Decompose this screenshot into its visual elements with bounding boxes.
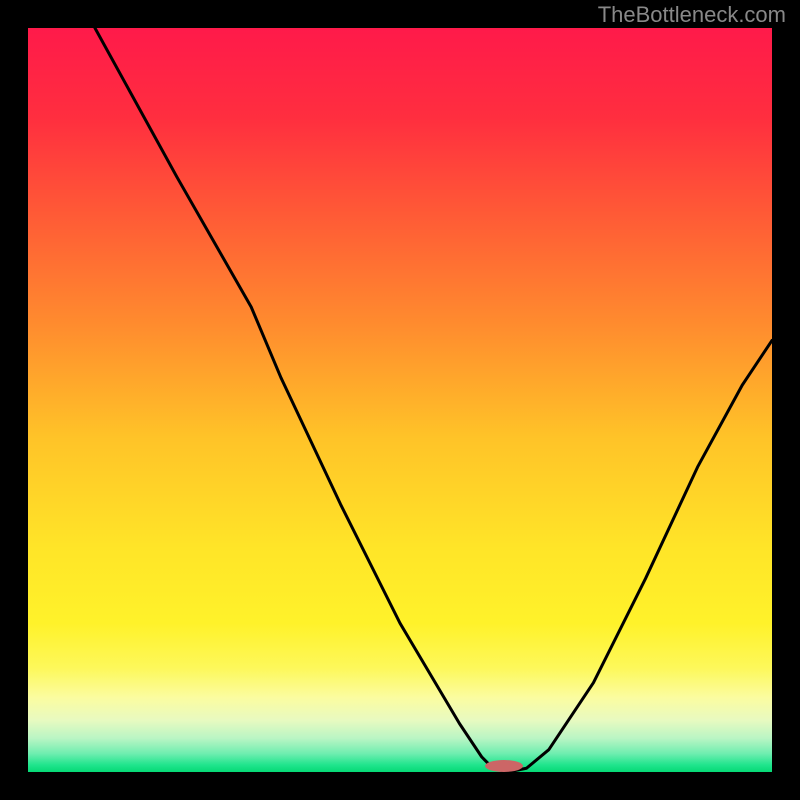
bottleneck-curve [28,28,772,772]
curve-path [95,28,772,772]
watermark-text: TheBottleneck.com [598,2,786,28]
gradient-rect [28,28,772,772]
gradient-background [28,28,772,772]
minimum-marker [485,760,523,772]
chart-frame: TheBottleneck.com [0,0,800,800]
plot-area [28,28,772,772]
minimum-marker-shape [485,760,523,772]
